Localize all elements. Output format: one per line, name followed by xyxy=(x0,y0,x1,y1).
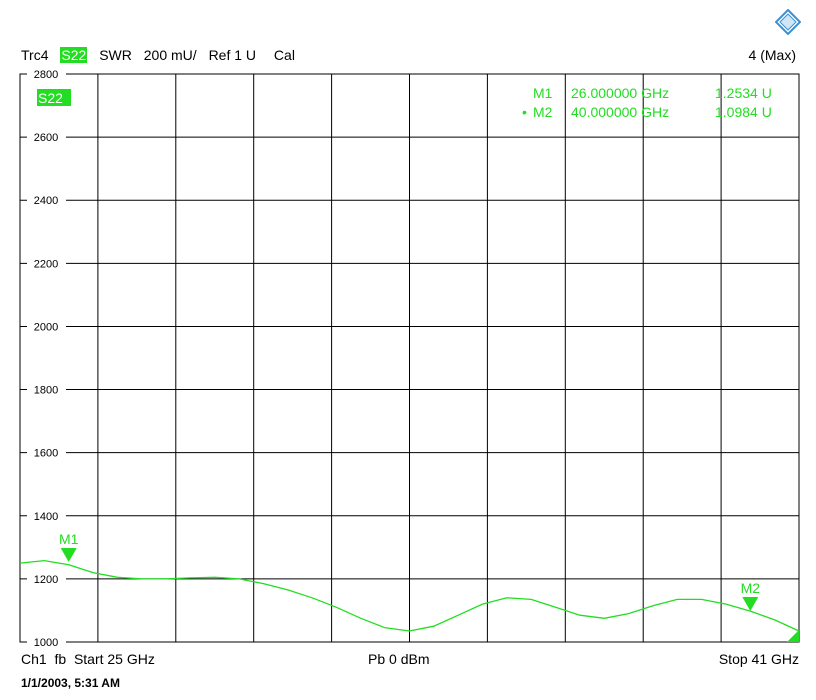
y-tick-label: 2200 xyxy=(34,258,58,270)
m2-freq: 40.000000 GHz xyxy=(571,104,669,120)
y-tick-bg xyxy=(27,508,66,523)
y-tick-bg xyxy=(27,256,66,271)
y-tick-bg xyxy=(27,635,66,649)
trace-header: Trc4 S22 SWR 200 mU/ Ref 1 U Cal xyxy=(21,47,303,63)
marker-m2-label: M2 xyxy=(741,580,761,596)
y-tick-bg xyxy=(27,193,66,208)
marker-m1-label: M1 xyxy=(59,531,79,547)
footer-left: Ch1 fb Start 25 GHz xyxy=(21,651,155,667)
stop-label[interactable]: Stop 41 GHz xyxy=(718,651,799,667)
ref-label[interactable]: Ref 1 U xyxy=(208,47,257,63)
m2-prefix: • xyxy=(522,104,527,120)
param-label[interactable]: S22 xyxy=(60,47,88,63)
y-tick-bg xyxy=(27,319,66,334)
s22-badge: S22 xyxy=(38,90,63,106)
marker-readout: M1 26.000000 GHz 1.2534 U • M2 40.000000… xyxy=(522,85,772,120)
format-label[interactable]: SWR xyxy=(99,47,132,63)
timestamp: 1/1/2003, 5:31 AM xyxy=(21,676,120,690)
power-label[interactable]: Pb 0 dBm xyxy=(368,651,430,667)
m1-value: 1.2534 U xyxy=(715,85,772,101)
y-tick-label: 1800 xyxy=(34,385,58,397)
marker-glyphs: M1 M2 xyxy=(59,531,799,642)
start-label[interactable]: Start 25 GHz xyxy=(73,651,155,667)
y-tick-bg xyxy=(27,130,66,145)
y-tick-bg xyxy=(27,382,66,397)
y-tick-label: 1200 xyxy=(34,574,58,586)
y-tick-label: 1400 xyxy=(34,511,58,523)
y-tick-label: 2000 xyxy=(34,321,58,333)
m1-freq: 26.000000 GHz xyxy=(571,85,669,101)
y-tick-label: 2600 xyxy=(34,132,58,144)
grid-lines xyxy=(20,73,799,642)
scale-label[interactable]: 200 mU/ xyxy=(143,47,197,63)
cal-label[interactable]: Cal xyxy=(273,47,295,63)
trace-end-indicator xyxy=(787,630,799,642)
marker-m1-triangle xyxy=(60,548,77,563)
y-tick-bg xyxy=(27,571,66,586)
channel-label[interactable]: Ch1 xyxy=(21,651,47,667)
y-tick-bg xyxy=(27,67,66,81)
y-tick-label: 1600 xyxy=(34,448,58,460)
marker-m2-triangle xyxy=(742,596,759,611)
s22-badge-bg xyxy=(37,89,71,106)
y-tick-label: 1000 xyxy=(34,637,58,649)
y-tick-label: 2400 xyxy=(34,195,58,207)
y-tick-label: 2800 xyxy=(34,69,58,81)
trace-label[interactable]: Trc4 xyxy=(21,47,49,63)
y-tick-labels: 1000 1200 1400 1600 1800 2000 2200 2400 2600 2800 xyxy=(27,67,66,649)
m2-value: 1.0984 U xyxy=(715,104,772,120)
s22-trace-line xyxy=(19,559,800,632)
y-tick-bg xyxy=(27,445,66,460)
fb-label: fb xyxy=(54,651,67,667)
trace-count-label: 4 (Max) xyxy=(748,47,796,63)
m1-name: M1 xyxy=(533,85,553,101)
rohde-schwarz-logo-icon xyxy=(774,8,802,40)
m2-name: M2 xyxy=(533,104,553,120)
